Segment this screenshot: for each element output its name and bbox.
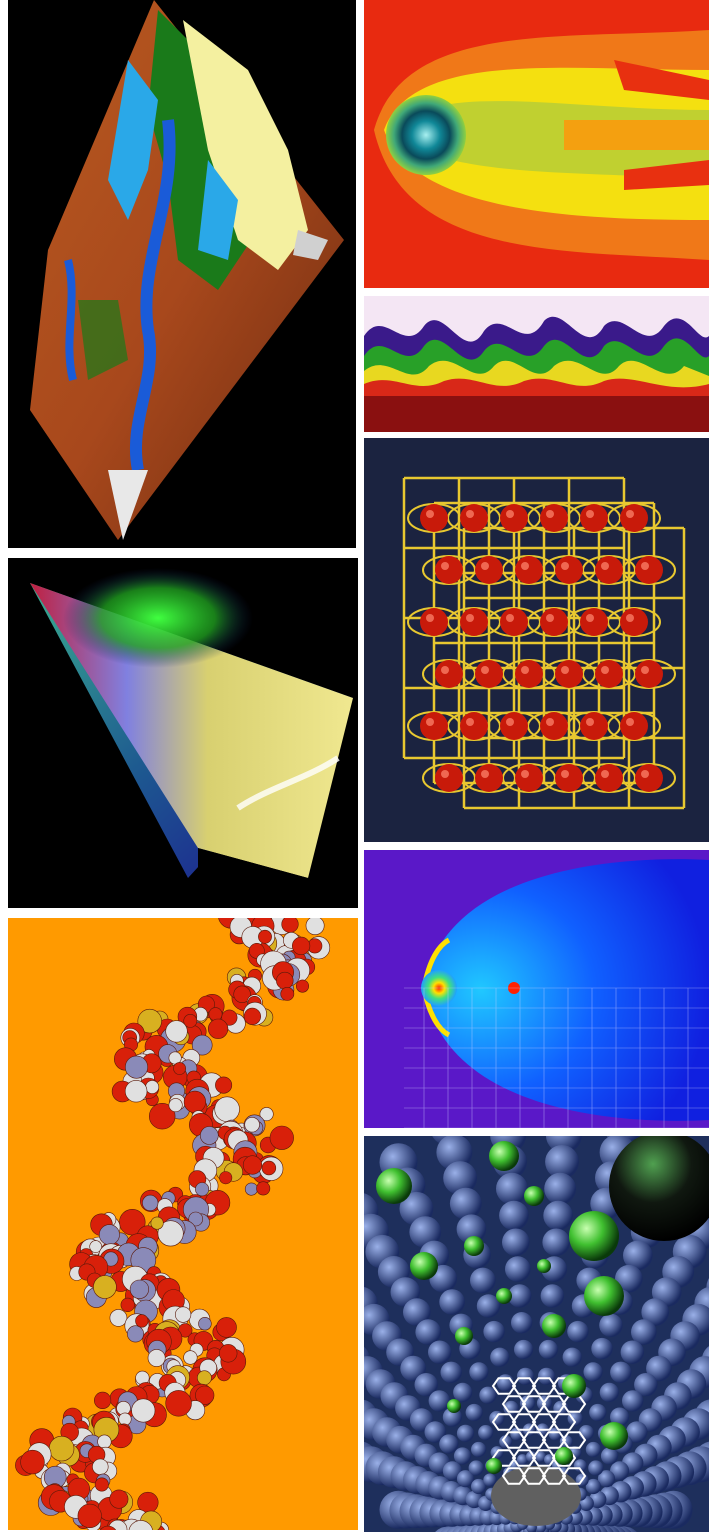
dna-helix-panel [8, 918, 358, 1530]
mixing-layer-icon [364, 296, 709, 432]
fluid-flow-panel [364, 0, 709, 288]
dna-molecule-icon [8, 918, 358, 1530]
volume-cone-panel [8, 558, 358, 908]
nanotube-panel [364, 1136, 709, 1532]
terrain-map-panel [8, 0, 356, 548]
vortex-flow-icon [364, 0, 709, 288]
terrain-elevation-map-icon [30, 0, 344, 540]
shock-wave-panel [364, 850, 709, 1128]
adaptive-mesh-icon [364, 850, 709, 1128]
lattice-structure-icon [364, 438, 709, 842]
volume-render-icon [8, 558, 358, 908]
turbulent-layer-panel [364, 296, 709, 432]
nanotube-molecule-icon [364, 1136, 709, 1532]
crystal-lattice-panel [364, 438, 709, 842]
